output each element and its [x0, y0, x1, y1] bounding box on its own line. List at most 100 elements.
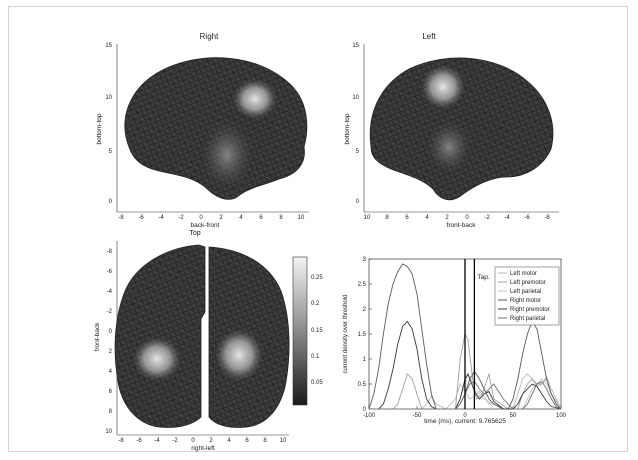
y-tick-label: 1.5 — [358, 332, 367, 338]
x-tick-label: -100 — [363, 413, 376, 419]
tick: 10 — [105, 429, 112, 435]
legend-label: Left premotor — [510, 280, 546, 286]
tick: 10 — [352, 95, 359, 101]
legend-label: Right motor — [510, 298, 541, 304]
right-view-panel: Right -8 -6 -4 -2 0 2 4 6 8 10 0 5 10 15… — [96, 32, 309, 229]
figure-canvas: Right -8 -6 -4 -2 0 2 4 6 8 10 0 5 10 15… — [94, 32, 567, 452]
left-view-panel: Left 10 8 6 4 2 0 -2 -4 -6 -8 0 5 10 15 … — [344, 32, 559, 229]
top-y-label: front-back — [94, 322, 101, 352]
x-tick-label: -50 — [413, 413, 422, 419]
series-line-0 — [369, 373, 562, 410]
colorbar-tick: 0.2 — [311, 301, 320, 307]
tick: 10 — [280, 438, 287, 444]
tick: -2 — [107, 309, 113, 315]
y-tick-label: 1 — [363, 357, 367, 363]
timecourse-ticks: -100 -50 0 50 100 0 0.5 1 1.5 2 2.5 3 — [358, 257, 567, 419]
tick: 10 — [364, 215, 371, 221]
right-y-ticks: 0 5 10 15 — [105, 43, 112, 205]
y-tick-label: 2 — [363, 307, 367, 313]
tick: -6 — [136, 438, 142, 444]
right-x-label: back-front — [191, 222, 220, 229]
tap-markers — [464, 259, 476, 409]
tick: -2 — [484, 215, 490, 221]
left-y-ticks: 0 5 10 15 — [352, 43, 359, 205]
x-tick-label: 50 — [510, 413, 517, 419]
tick: 15 — [105, 43, 112, 49]
tick: 10 — [298, 215, 305, 221]
legend-label: Right parietal — [510, 316, 545, 322]
tick: 6 — [109, 389, 113, 395]
legend-box — [494, 266, 560, 326]
tick: 10 — [105, 95, 112, 101]
tick: -4 — [154, 438, 160, 444]
tick: 6 — [259, 215, 263, 221]
tick: -6 — [107, 269, 113, 275]
right-x-ticks: -8 -6 -4 -2 0 2 4 6 8 10 — [118, 215, 305, 221]
figure-frame: Right -8 -6 -4 -2 0 2 4 6 8 10 0 5 10 15… — [8, 6, 628, 452]
series-line-4 — [369, 320, 562, 410]
colorbar-tick: 0.25 — [311, 275, 323, 281]
tick: 6 — [245, 438, 249, 444]
x-tick-label: 0 — [463, 413, 467, 419]
tick: 8 — [109, 409, 113, 415]
y-tick-label: 0.5 — [358, 382, 367, 388]
tick: -8 — [118, 215, 124, 221]
tick: 0 — [465, 215, 469, 221]
tick: 4 — [109, 369, 113, 375]
tick: -4 — [158, 215, 164, 221]
tap-annotation: Tap. — [477, 274, 489, 281]
series-line-5 — [369, 380, 562, 410]
y-tick-label: 0 — [363, 407, 367, 413]
top-brain-surface — [114, 244, 290, 428]
tick: 0 — [109, 199, 113, 205]
right-y-label: bottom-top — [96, 113, 103, 144]
y-tick-label: 3 — [363, 257, 367, 263]
tick: -6 — [138, 215, 144, 221]
tick: 4 — [425, 215, 429, 221]
timecourse-y-label: current density over threshold — [343, 294, 349, 373]
tick: -8 — [118, 438, 124, 444]
left-x-ticks: 10 8 6 4 2 0 -2 -4 -6 -8 — [364, 215, 551, 221]
tick: 8 — [279, 215, 283, 221]
y-tick-label: 2.5 — [358, 282, 367, 288]
tick: 0 — [199, 215, 203, 221]
colorbar: 0.05 0.1 0.15 0.2 0.25 — [292, 256, 323, 406]
left-panel-title: Left — [422, 32, 436, 41]
tick: 0 — [191, 438, 195, 444]
tick: 0 — [109, 329, 113, 335]
tick: 5 — [109, 149, 113, 155]
colorbar-tick: 0.1 — [311, 354, 320, 360]
tick: 2 — [445, 215, 449, 221]
tick: -4 — [504, 215, 510, 221]
legend-label: Left parietal — [510, 289, 541, 295]
legend-label: Right premotor — [510, 307, 550, 313]
top-y-ticks: -8 -6 -4 -2 0 2 4 6 8 10 — [105, 249, 112, 435]
right-brain-surface — [124, 57, 308, 200]
tick: -2 — [178, 215, 184, 221]
tick: 15 — [352, 43, 359, 49]
tick: 2 — [109, 349, 113, 355]
tick: -4 — [107, 289, 113, 295]
legend-label: Left motor — [510, 271, 537, 277]
colorbar-tick: 0.05 — [311, 380, 323, 386]
tick: 0 — [356, 199, 360, 205]
left-y-label: bottom-top — [344, 113, 351, 144]
tick: 6 — [405, 215, 409, 221]
colorbar-gradient — [292, 256, 308, 406]
right-panel-title: Right — [200, 32, 219, 41]
top-x-label: right-left — [191, 445, 215, 452]
legend: Left motor Left premotor Left parietal Righ… — [494, 266, 560, 326]
left-brain-surface — [369, 57, 554, 201]
tick: 4 — [227, 438, 231, 444]
tick: -2 — [172, 438, 178, 444]
x-tick-label: 100 — [556, 413, 567, 419]
tick: 8 — [385, 215, 389, 221]
left-x-label: front-back — [447, 222, 477, 229]
tick: -6 — [524, 215, 530, 221]
tick: 8 — [263, 438, 267, 444]
timecourse-x-label: time (ms), current: 9.765625 — [424, 418, 506, 425]
tick: -8 — [107, 249, 113, 255]
top-panel-title: Top — [189, 230, 200, 237]
tick: 2 — [219, 215, 223, 221]
tick: 2 — [209, 438, 213, 444]
